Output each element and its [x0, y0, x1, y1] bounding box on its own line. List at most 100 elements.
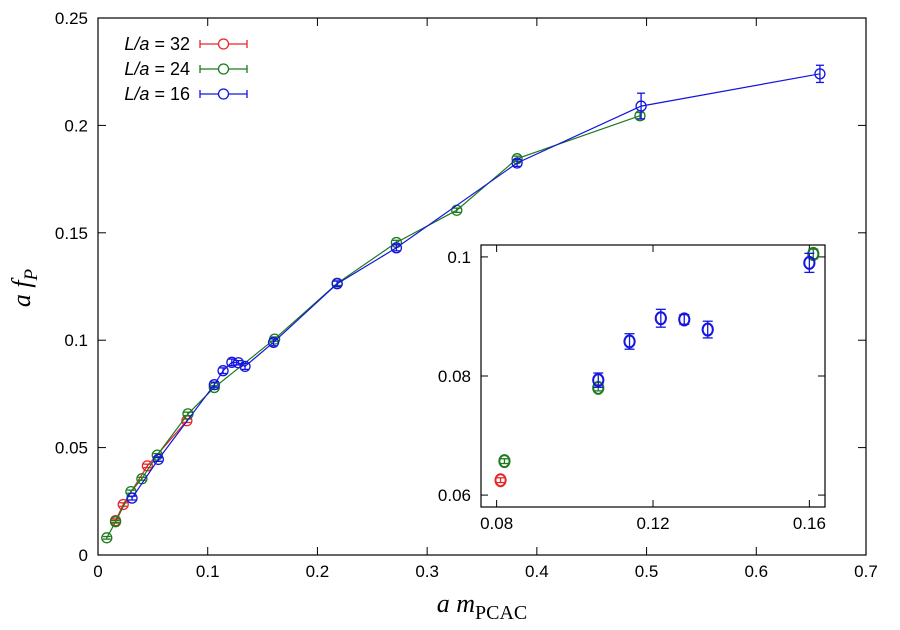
data-point: [498, 454, 511, 469]
inset-tick-labels: 0.08 0.12 0.16 0.06 0.08 0.1: [438, 248, 826, 533]
legend-sample-marker: [217, 88, 230, 100]
data-marker: [109, 516, 122, 528]
y-tick-label: 0.1: [447, 248, 471, 267]
y-tick-label: 0.2: [64, 116, 88, 135]
data-marker: [390, 242, 403, 254]
data-marker: [226, 356, 238, 368]
legend-sample-marker: [217, 63, 230, 75]
y-tick-label: 0.25: [55, 9, 88, 28]
legend-label-32-prefix: L/a: [124, 34, 149, 54]
data-point: [126, 492, 138, 504]
data-point: [511, 157, 523, 169]
legend-sample-marker: [217, 38, 230, 50]
data-marker: [126, 492, 138, 504]
x-tick-label: 0.5: [635, 562, 659, 581]
y-tick-label: 0: [79, 546, 88, 565]
data-point: [208, 379, 220, 391]
data-marker: [217, 365, 229, 377]
y-axis-title-main: a f: [7, 277, 36, 308]
legend-samples: [199, 38, 248, 100]
series-1: [109, 415, 193, 527]
x-tick-label: 0.08: [480, 514, 513, 533]
main-tick-labels: 0 0.1 0.2 0.3 0.4 0.5 0.6 0.7 0 0.05 0.1 0.15 0.2 0.2…: [55, 9, 878, 581]
inset-ticks: [481, 245, 825, 507]
legend-label-32-suffix: = 32: [149, 34, 190, 54]
legend-sample-2: [199, 63, 248, 75]
data-marker: [101, 532, 113, 544]
x-axis-title-main: a m: [437, 589, 475, 618]
legend-label-16: L/a = 16: [124, 84, 190, 104]
main-ticks: [97, 17, 867, 556]
data-point: [678, 312, 691, 327]
x-tick-label: 0: [93, 562, 102, 581]
data-marker: [267, 336, 280, 348]
data-marker: [117, 498, 129, 511]
y-tick-label: 0.06: [438, 486, 471, 505]
data-point: [494, 473, 507, 488]
x-tick-label: 0.2: [306, 562, 330, 581]
data-marker: [635, 100, 647, 112]
y-tick-label: 0.1: [64, 331, 88, 350]
data-point: [109, 516, 122, 528]
legend-label-24-suffix: = 24: [149, 59, 190, 79]
data-marker: [678, 312, 691, 327]
series-line: [115, 420, 188, 521]
data-point: [331, 278, 343, 290]
data-marker: [803, 255, 816, 270]
data-point: [217, 365, 229, 377]
data-marker: [239, 360, 251, 373]
x-axis-title-sub: PCAC: [475, 602, 527, 624]
legend-sample-1: [199, 38, 248, 50]
series-3: [126, 64, 826, 504]
x-tick-label: 0.7: [854, 562, 878, 581]
legend-label-24: L/a = 24: [124, 59, 190, 79]
legend-label-16-prefix: L/a: [124, 84, 149, 104]
series-1: [494, 473, 507, 488]
data-point: [232, 357, 245, 369]
data-marker: [331, 278, 343, 290]
main-series: [101, 64, 826, 544]
data-point: [803, 252, 816, 274]
data-marker: [511, 157, 523, 169]
y-tick-label: 0.15: [55, 224, 88, 243]
data-point: [239, 360, 251, 373]
data-marker: [494, 473, 507, 488]
x-tick-label: 0.12: [636, 514, 669, 533]
data-marker: [592, 373, 605, 388]
y-axis-title-sub: P: [21, 268, 42, 281]
data-point: [390, 242, 403, 254]
x-tick-label: 0.16: [793, 514, 826, 533]
y-tick-label: 0.08: [438, 367, 471, 386]
inset-series: [494, 246, 820, 488]
legend-label-24-prefix: L/a: [124, 59, 149, 79]
data-marker: [623, 334, 636, 349]
y-axis-title: a fP: [7, 268, 42, 307]
data-point: [623, 333, 636, 350]
data-point: [152, 453, 164, 466]
data-point: [814, 64, 826, 84]
data-point: [267, 336, 280, 348]
data-point: [654, 308, 667, 328]
x-tick-label: 0.4: [525, 562, 549, 581]
data-marker: [208, 379, 220, 391]
data-marker: [152, 453, 164, 466]
inset-plot-frame: [480, 244, 826, 508]
data-point: [701, 320, 714, 339]
legend-label-32: L/a = 32: [124, 34, 190, 54]
x-axis-title: a mPCAC: [437, 589, 528, 624]
series-3: [592, 252, 816, 388]
data-point: [592, 372, 605, 388]
legend-sample-3: [199, 88, 248, 100]
data-marker: [654, 311, 667, 326]
data-marker: [701, 322, 714, 337]
main-plot-frame: [97, 17, 867, 556]
x-tick-label: 0.1: [196, 562, 220, 581]
data-point: [635, 92, 647, 120]
legend: L/a = 32 L/a = 24 L/a = 16: [124, 34, 248, 104]
x-tick-label: 0.6: [744, 562, 768, 581]
x-tick-label: 0.3: [415, 562, 439, 581]
data-marker: [498, 454, 511, 469]
data-point: [101, 532, 113, 544]
data-marker: [814, 68, 826, 80]
